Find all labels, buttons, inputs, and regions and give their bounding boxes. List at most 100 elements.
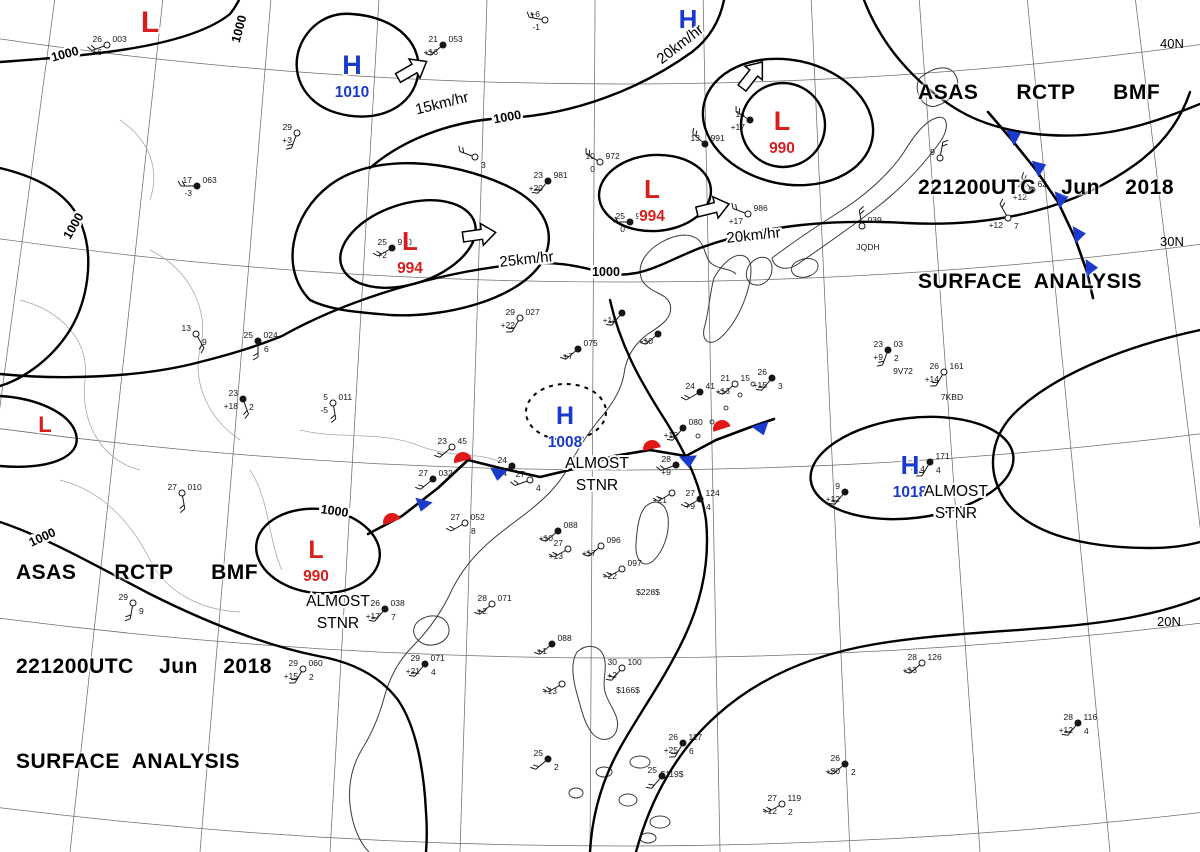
meridian-line [329,0,380,852]
wind-barb [129,605,133,619]
station-plot: 29+3 [282,122,301,150]
station-plot: 26 161 +14 [925,361,964,387]
wind-barb [547,685,560,693]
wind-barb [374,610,384,622]
isobar-line [254,507,382,595]
wind-barb-tick [477,609,483,613]
station-plot: 29 060 +15 2 [284,658,323,684]
terrain-line [119,119,154,201]
wind-barb-tick [179,504,185,510]
station-pressure: 088 [564,520,578,530]
station-id-label: $228$ [636,587,660,597]
station-dewpoint: +15 [284,671,299,681]
station-circle [654,330,662,338]
station-circle [421,660,429,668]
station-temperature: 29 [119,592,129,602]
wind-barb-tick [731,202,734,209]
wind-barb [834,493,844,505]
wind-barb-tick [859,209,865,215]
station-temperature: 25 [648,765,658,775]
cold-front-pip [490,467,508,481]
station-temperature: 21 [429,34,439,44]
wind-barb-tick [684,394,690,399]
station-plot: 17 063 -3 [177,175,217,198]
high-pressure-center: H 1008 [546,401,584,453]
wind-barb-tick [831,499,838,502]
cold-front-pip [679,455,697,468]
warm-front-pip [713,420,731,432]
station-dewpoint: +12 [989,220,1004,230]
coastline-hokkaido [916,67,958,107]
station-plot: 23 45 [434,436,467,458]
station-plot: 27 010 [168,482,202,513]
coastline-korea [703,254,752,343]
station-dewpoint: +12 [664,430,679,440]
station-plot: 28 126 +13 [903,652,942,675]
station-plot: +13 [543,680,566,696]
isobar-line [0,394,78,468]
station-circle [618,565,626,573]
wind-barb-tick [942,139,949,143]
station-temperature: +6 [530,9,540,19]
warm-front-symbol [713,420,731,432]
station-plot: 096 +17 [582,535,621,558]
station-circle [1004,214,1012,222]
coastline-ryukyu-island [750,381,756,387]
station-circle [554,527,562,535]
station-circle [103,41,111,49]
station-circle [597,542,605,550]
wind-barb-tick [656,466,662,471]
station-temperature: 28 [1064,712,1074,722]
wind-barb-tick [408,674,415,677]
station-pressure: 063 [203,175,217,185]
station-dewpoint: +16 [424,47,439,57]
wind-barb-tick [458,145,461,152]
cold-front-pip [415,497,433,512]
wind-barb [294,671,302,684]
wind-barb-tick [758,385,765,388]
station-pressure: 981 [554,170,568,180]
low-pressure-center: L [37,411,53,439]
wind-barb-tick [543,536,549,540]
cold-front [986,110,1098,300]
wind-barb [722,385,734,395]
isobar-line [739,81,827,169]
wind-barb-tick [640,341,646,345]
cold-front-symbol [1072,226,1086,244]
isobar-value-label: 1000 [320,502,350,520]
wind-barb-tick [762,808,769,813]
wind-barb [511,320,519,333]
isobar-line [597,153,713,233]
wind-barb [935,374,943,387]
almost-stnr-label: ALMOST STNR [304,591,372,634]
wind-barb-tick [331,418,337,423]
coastline-china-indochina [348,242,672,852]
coastline-island [568,787,584,799]
warm-front-pip [643,440,661,451]
cold-front-pip [1031,160,1047,178]
wind-barb-tick [510,481,516,486]
station-pressure: 117 [689,732,703,742]
wind-barb-tick [252,352,259,357]
station-pressure: 03 [894,339,904,349]
wind-barb-tick [200,347,205,354]
wind-barb [539,645,551,655]
station-plot: 13 9 [182,323,207,354]
wind-barb-tick [428,50,434,54]
station-temperature: 17 [183,175,193,185]
station-plot: 10 972 0 [586,148,620,174]
wind-barb-tick [878,360,884,363]
wind-barb-tick [608,675,615,678]
wind-barb [553,550,566,558]
wind-barb-tick [680,396,687,401]
station-circle [488,600,496,608]
station-extra-value: 2 [851,767,856,777]
wind-barb [611,314,621,326]
station-temperature: 28 [478,593,488,603]
wind-barb [430,46,442,56]
station-circle [239,395,247,403]
cold-front-pip [1085,259,1098,277]
wind-barb-tick [411,671,418,674]
station-extra-value: 8 [471,526,476,536]
station-dewpoint: +22 [603,571,618,581]
